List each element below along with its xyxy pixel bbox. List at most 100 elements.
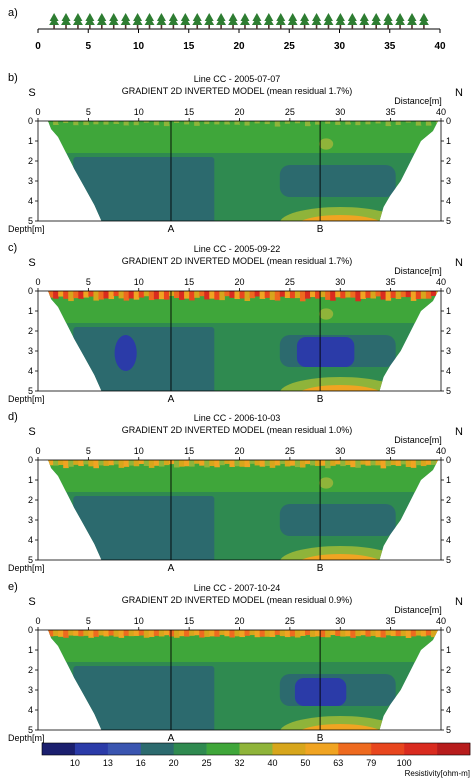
depth-tick-label: 1 bbox=[28, 475, 33, 485]
colorbar-swatch bbox=[239, 743, 273, 755]
near-surface-cell bbox=[430, 121, 437, 124]
near-surface-cell bbox=[113, 121, 120, 124]
marker-label-a: A bbox=[168, 563, 175, 574]
tree-trunk bbox=[77, 25, 79, 29]
near-surface-cell bbox=[279, 291, 286, 297]
depth-tick-label: 2 bbox=[28, 665, 33, 675]
near-surface-cell bbox=[259, 291, 266, 299]
distance-tick-label: 15 bbox=[184, 277, 194, 287]
tree-icon bbox=[299, 13, 310, 29]
depth-tick-label: 3 bbox=[28, 685, 33, 695]
near-surface-cell bbox=[420, 460, 427, 467]
tree-crown bbox=[239, 17, 250, 25]
electrode-axis-tick-label: 25 bbox=[284, 41, 296, 52]
near-surface-cell bbox=[385, 121, 392, 127]
tree-icon bbox=[168, 13, 179, 29]
tree-trunk bbox=[53, 25, 55, 29]
near-surface-cell bbox=[234, 460, 241, 467]
tree-crown bbox=[192, 17, 203, 25]
near-surface-cell bbox=[78, 121, 84, 125]
depth-tick-label: 2 bbox=[446, 495, 451, 505]
near-surface-cell bbox=[405, 291, 412, 298]
very-low-resistivity-anomaly bbox=[294, 678, 347, 706]
near-surface-cell bbox=[153, 291, 160, 300]
tree-trunk bbox=[112, 25, 115, 29]
electrode-axis-tick-label: 5 bbox=[85, 41, 91, 52]
depth-tick-label: 0 bbox=[446, 116, 451, 126]
distance-tick-label: 20 bbox=[234, 446, 244, 456]
near-surface-cell bbox=[48, 630, 54, 637]
near-surface-cell bbox=[365, 630, 371, 637]
near-surface-cell bbox=[420, 121, 427, 125]
distance-tick-label: 10 bbox=[134, 446, 144, 456]
tree-crown bbox=[108, 17, 119, 25]
near-surface-cell bbox=[73, 291, 79, 299]
tree-trunk bbox=[339, 25, 342, 29]
near-surface-cell bbox=[199, 630, 205, 638]
low-resistivity-block-right bbox=[279, 165, 396, 197]
panel-label-a: a) bbox=[8, 7, 18, 19]
near-surface-cell bbox=[143, 291, 150, 297]
near-surface-cell bbox=[345, 460, 351, 466]
depth-tick-label: 1 bbox=[446, 306, 451, 316]
tree-crown bbox=[144, 17, 155, 25]
colorbar-tick-label: 40 bbox=[267, 758, 277, 768]
near-surface-cell bbox=[420, 630, 427, 637]
low-resistivity-block-right bbox=[279, 504, 396, 536]
depth-tick-label: 4 bbox=[446, 705, 451, 715]
tree-trunk bbox=[136, 25, 139, 29]
near-surface-cell bbox=[219, 460, 225, 466]
low-resistivity-block-left bbox=[73, 157, 215, 221]
near-surface-cell bbox=[38, 291, 44, 301]
colorbar-tick-label: 63 bbox=[333, 758, 343, 768]
near-surface-cell bbox=[199, 291, 205, 297]
tree-crown bbox=[204, 17, 215, 25]
tree-trunk bbox=[351, 25, 354, 29]
near-surface-cell bbox=[335, 630, 341, 637]
near-surface-cell bbox=[133, 630, 140, 636]
colorbar-unit-label: Resistivity[ohm-m] bbox=[405, 769, 470, 778]
south-label: S bbox=[28, 426, 35, 438]
near-surface-cell bbox=[153, 460, 160, 466]
near-surface-cell bbox=[239, 121, 246, 124]
depth-tick-label: 4 bbox=[28, 705, 33, 715]
near-surface-cell bbox=[224, 630, 230, 637]
near-surface-cell bbox=[229, 291, 235, 298]
near-surface-cell bbox=[335, 291, 341, 298]
near-surface-cell bbox=[88, 630, 94, 638]
near-surface-cell bbox=[430, 460, 437, 465]
near-surface-cell bbox=[168, 121, 175, 125]
near-surface-cell bbox=[123, 630, 130, 636]
near-surface-cell bbox=[390, 460, 397, 466]
tree-trunk bbox=[160, 25, 163, 29]
near-surface-cell bbox=[330, 121, 336, 127]
colorbar-swatch bbox=[371, 743, 405, 755]
near-surface-cell bbox=[430, 630, 437, 638]
distance-tick-label: 0 bbox=[35, 277, 40, 287]
colorbar-swatch bbox=[305, 743, 339, 755]
tree-crown bbox=[395, 17, 406, 25]
near-surface-cell bbox=[113, 291, 120, 297]
electrode-layout-panel: a) 0 5 10 15 20 25 30 35 40 bbox=[8, 7, 446, 52]
electrode-axis-tick-label: 20 bbox=[233, 41, 245, 52]
near-surface-cell bbox=[128, 291, 135, 299]
near-surface-cell bbox=[78, 630, 84, 637]
near-surface-cell bbox=[274, 121, 281, 127]
near-surface-cell bbox=[415, 460, 422, 466]
near-surface-cell bbox=[63, 630, 69, 638]
near-surface-cell bbox=[38, 460, 44, 468]
tree-icon bbox=[108, 13, 119, 29]
resistivity-model bbox=[48, 630, 438, 730]
near-surface-cell bbox=[385, 291, 392, 301]
tree-icon bbox=[144, 13, 155, 29]
near-surface-cell bbox=[395, 291, 402, 299]
distance-tick-label: 15 bbox=[184, 616, 194, 626]
near-surface-cell bbox=[179, 460, 185, 467]
tree-trunk bbox=[411, 25, 413, 29]
near-surface-cell bbox=[53, 460, 59, 466]
distance-tick-label: 40 bbox=[436, 107, 446, 117]
distance-tick-label: 40 bbox=[436, 616, 446, 626]
distance-tick-label: 30 bbox=[335, 277, 345, 287]
near-surface-cell bbox=[380, 291, 387, 300]
